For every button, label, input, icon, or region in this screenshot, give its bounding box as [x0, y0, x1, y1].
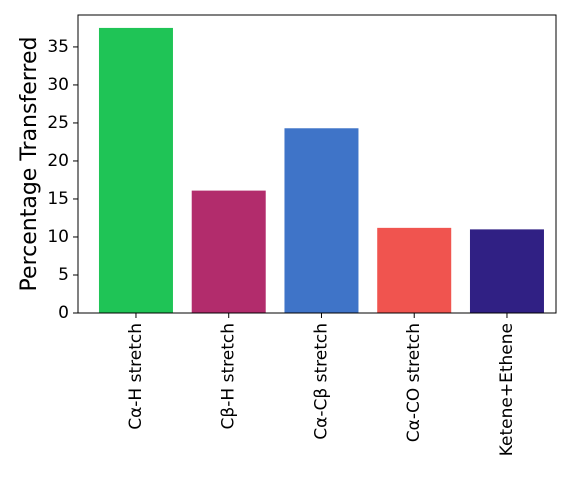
plot-frame	[77, 14, 557, 314]
x-tick-label: Cα-H stretch	[126, 323, 146, 430]
bar	[191, 190, 266, 313]
bar	[469, 229, 544, 313]
y-tick-label: 15	[47, 189, 69, 209]
x-tick-label: Cα-CO stretch	[404, 323, 424, 442]
y-tick-label: 0	[58, 303, 69, 323]
x-tick-label: Ketene+Ethene	[497, 323, 517, 456]
y-tick-label: 10	[47, 227, 69, 247]
y-tick-label: 35	[47, 37, 69, 57]
y-tick-label: 20	[47, 151, 69, 171]
bar	[284, 128, 359, 313]
x-tick-label: Cβ-H stretch	[219, 323, 239, 429]
x-tick-label: Cα-Cβ stretch	[311, 323, 331, 440]
y-tick-label: 5	[58, 265, 69, 285]
bar	[377, 227, 452, 313]
y-tick-label: 25	[47, 113, 69, 133]
y-tick-label: 30	[47, 75, 69, 95]
y-axis-label: Percentage Transferred	[17, 37, 42, 292]
bar	[98, 27, 173, 314]
